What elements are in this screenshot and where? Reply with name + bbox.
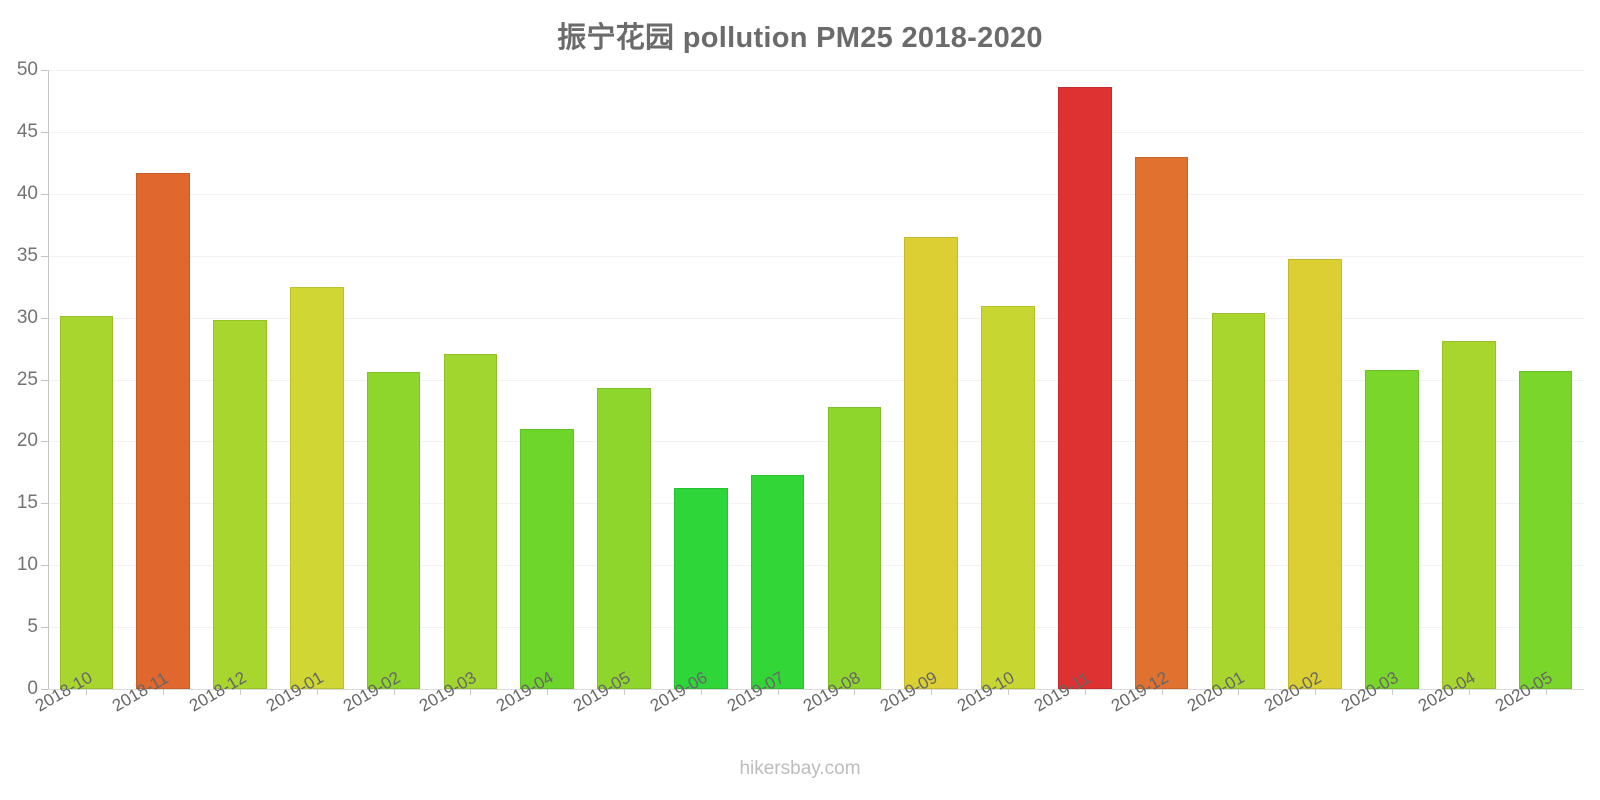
y-tick-mark-35 [41, 255, 48, 257]
y-tick-mark-15 [41, 503, 48, 505]
y-axis-tick-label: 20 [16, 430, 38, 452]
y-tick-mark-5 [41, 627, 48, 629]
bar[interactable] [1288, 259, 1343, 689]
x-tick-mark [1008, 689, 1009, 695]
y-axis-tick-label: 25 [16, 368, 38, 390]
y-tick-mark-50 [41, 70, 48, 71]
gridline-25 [48, 379, 1584, 381]
y-axis-tick-label: 50 [16, 59, 38, 80]
x-tick-mark [1468, 689, 1470, 695]
x-tick-mark [470, 689, 472, 695]
gridline-40 [48, 193, 1584, 195]
bar[interactable] [289, 286, 344, 689]
bar[interactable] [1134, 156, 1189, 689]
x-tick-mark [1238, 689, 1240, 695]
bar[interactable] [1365, 369, 1419, 689]
bar[interactable] [1441, 341, 1496, 689]
x-tick-mark [624, 689, 625, 695]
bar[interactable] [136, 172, 191, 689]
bar[interactable] [750, 474, 805, 689]
bar[interactable] [1518, 370, 1573, 689]
gridline-30 [48, 317, 1584, 319]
x-tick-mark [240, 689, 241, 695]
x-axis-labels: 2018-10 2018-11 2018-12 2019-01 2019-02 2019-… [32, 668, 1584, 759]
bar[interactable] [904, 237, 959, 689]
y-axis-tick-label: 35 [16, 244, 38, 266]
bar[interactable] [520, 429, 575, 689]
y-axis-tick-label: 15 [16, 492, 38, 514]
y-tick-mark-0 [41, 689, 48, 690]
bar[interactable] [981, 306, 1035, 689]
gridline-50 [48, 70, 1584, 71]
chart-title: 振宁花园 pollution PM25 2018-2020 [557, 22, 1043, 54]
bar[interactable] [1211, 312, 1266, 689]
gridline-15 [48, 503, 1584, 505]
x-tick-mark [163, 689, 165, 695]
bar[interactable] [59, 316, 114, 689]
x-tick-mark [931, 689, 933, 695]
y-axis-tick-label: 40 [16, 182, 38, 204]
y-tick-mark-45 [41, 131, 48, 133]
x-tick-mark [316, 689, 318, 695]
y-axis-tick-label: 10 [16, 554, 38, 576]
y-tick-mark-20 [41, 441, 48, 443]
x-tick-mark [547, 689, 549, 695]
y-axis-tick-label: 45 [16, 120, 38, 142]
gridline-0 [48, 689, 1584, 690]
bar[interactable] [443, 353, 498, 689]
y-tick-mark-25 [41, 379, 48, 381]
x-tick-mark [700, 689, 702, 695]
x-tick-mark [777, 689, 779, 695]
gridline-10 [48, 565, 1584, 567]
gridline-35 [48, 255, 1584, 257]
x-tick-mark [1545, 689, 1547, 695]
x-tick-mark [1315, 689, 1317, 695]
x-tick-mark [393, 689, 395, 695]
x-tick-mark [1161, 689, 1163, 695]
y-axis-tick-label: 30 [16, 306, 38, 328]
x-tick-mark [854, 689, 856, 695]
bar[interactable] [827, 406, 882, 689]
x-tick-mark [86, 689, 88, 695]
y-tick-mark-10 [41, 565, 48, 567]
gridline-20 [48, 441, 1584, 443]
bar[interactable] [597, 388, 651, 689]
y-axis-line [48, 70, 49, 689]
bar[interactable] [673, 488, 728, 689]
y-axis-tick-label: 0 [27, 678, 38, 699]
bars-layer [48, 70, 1584, 689]
y-tick-mark-40 [41, 193, 48, 195]
gridline-45 [48, 131, 1584, 133]
x-tick-mark [1392, 689, 1393, 695]
y-tick-mark-30 [41, 317, 48, 319]
x-tick-mark [1084, 689, 1086, 695]
bar[interactable] [366, 372, 421, 689]
footer-credit: hikersbay.com [739, 758, 861, 779]
y-axis-tick-label: 5 [27, 616, 38, 638]
gridline-5 [48, 627, 1584, 629]
bar[interactable] [1057, 87, 1112, 689]
bar[interactable] [213, 320, 267, 689]
plot-area [48, 70, 1584, 690]
